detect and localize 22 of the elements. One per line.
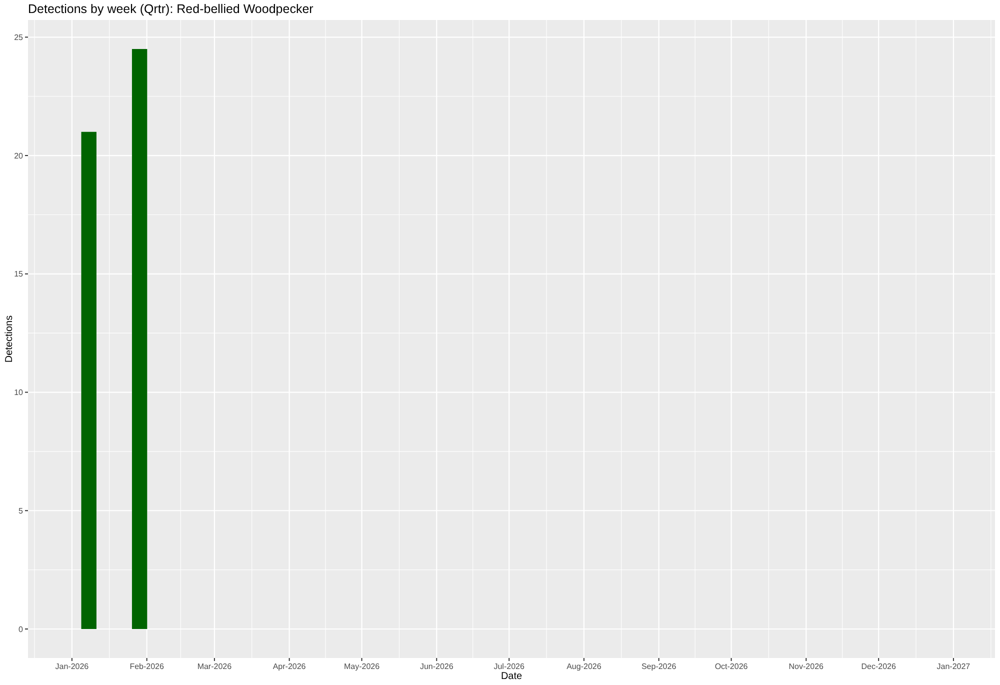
x-tick-label: Apr-2026 [272, 662, 306, 671]
y-tick-label: 25 [14, 32, 24, 42]
x-tick-label: Feb-2026 [130, 662, 164, 671]
y-tick-label: 20 [14, 151, 24, 160]
chart-title: Detections by week (Qrtr): Red-bellied Woodpecker [28, 2, 314, 16]
x-tick-label: Jan-2026 [55, 662, 90, 671]
x-tick-label: May-2026 [344, 662, 380, 671]
y-tick-label: 0 [18, 624, 24, 634]
y-tick-label: 15 [14, 270, 24, 279]
x-tick-label: Nov-2026 [788, 662, 824, 671]
y-axis-title: Detections [4, 315, 15, 363]
y-tick-label: 5 [18, 506, 24, 516]
x-tick-label: Jun-2026 [420, 662, 454, 671]
x-tick-label: Jul-2026 [494, 662, 525, 671]
x-tick-label: Aug-2026 [566, 662, 602, 671]
x-tick-label: Oct-2026 [714, 662, 748, 671]
x-tick-label: Mar-2026 [197, 662, 232, 671]
x-axis-title: Date [500, 671, 522, 682]
x-tick-label: Jan-2027 [936, 662, 971, 671]
x-tick-label: Sep-2026 [641, 662, 677, 671]
y-tick-label: 10 [14, 388, 24, 398]
x-tick-label: Dec-2026 [861, 662, 896, 671]
